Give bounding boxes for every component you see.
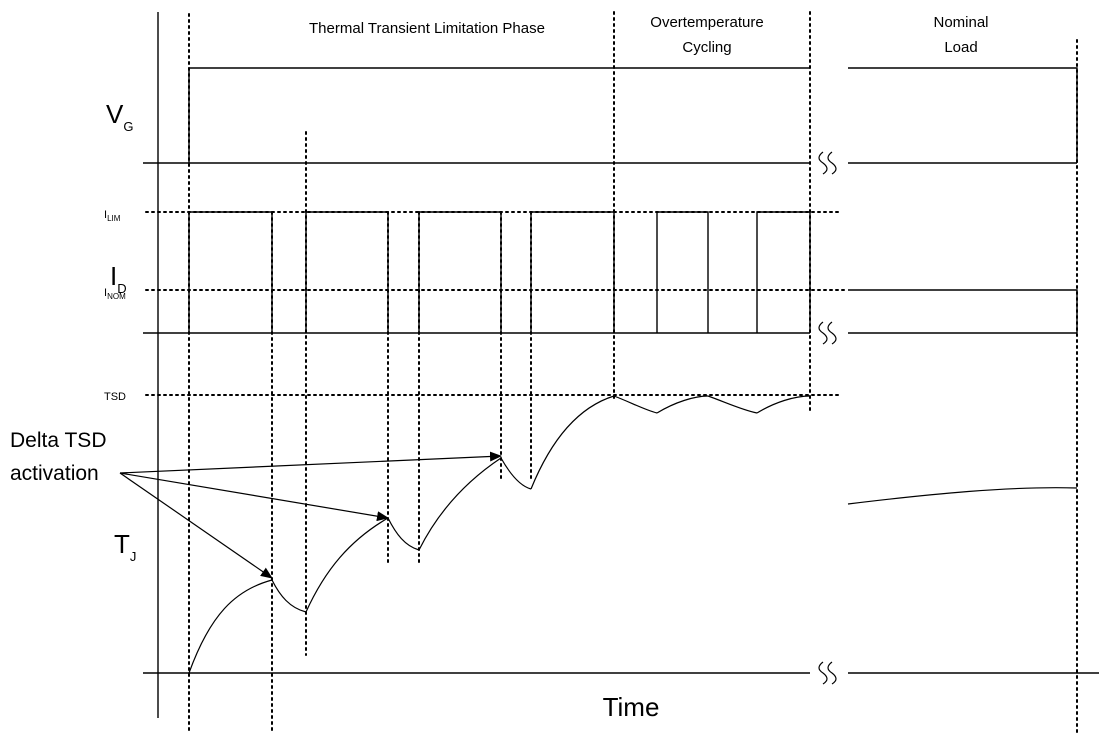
level-label-tsd: TSD [104, 391, 126, 403]
vg-trace [143, 67, 1078, 164]
tj-trace [188, 395, 1078, 674]
axis-break-marks [818, 151, 837, 685]
phase-overtemp-line1: Overtemperature [650, 14, 763, 31]
signal-label-vg: VG [106, 99, 133, 134]
time-markers [188, 11, 1078, 734]
arrow-to-first-peak [119, 472, 273, 579]
id-trace [143, 211, 1078, 334]
arrow-to-second-peak [119, 472, 389, 522]
level-label-inom: INOM [104, 287, 126, 301]
arrow-to-third-peak [119, 451, 502, 474]
signal-label-id: ID [110, 261, 127, 296]
signal-label-tj: TJ [114, 529, 136, 564]
phase-nominal-line1: Nominal [933, 14, 988, 31]
phase-nominal-line2: Load [944, 39, 977, 56]
phase-thermal-transient: Thermal Transient Limitation Phase [309, 20, 545, 37]
annotation-line2: activation [10, 462, 99, 485]
x-axis-label: Time [603, 692, 660, 722]
phase-overtemp-line2: Cycling [682, 39, 731, 56]
annotation-arrows [119, 451, 502, 579]
level-label-ilim: ILIM [104, 209, 121, 223]
annotation-line1: Delta TSD [10, 429, 106, 452]
